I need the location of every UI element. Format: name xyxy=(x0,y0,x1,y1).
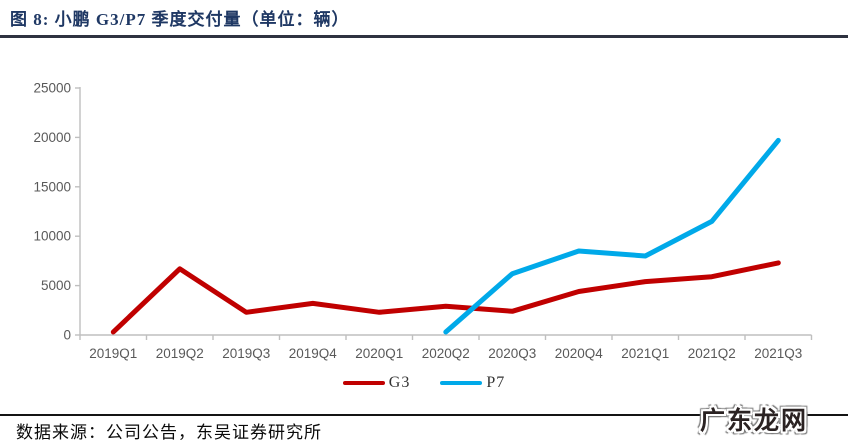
p7-legend-label: P7 xyxy=(486,374,506,391)
g3-legend-label: G3 xyxy=(388,374,411,391)
p7-legend-swatch xyxy=(440,381,483,385)
data-source-note: 数据来源：公司公告，东吴证券研究所 xyxy=(16,423,322,442)
title-divider xyxy=(0,35,848,38)
g3-line xyxy=(110,260,781,335)
x-tick-label: 2021Q1 xyxy=(621,346,669,361)
x-tick-label: 2020Q1 xyxy=(355,346,403,361)
x-tick-label: 2021Q2 xyxy=(688,346,736,361)
legend-item-p7: P7 xyxy=(440,374,505,392)
x-tick-label: 2021Q3 xyxy=(754,346,802,361)
x-tick-label: 2019Q3 xyxy=(222,346,270,361)
y-tick-label: 25000 xyxy=(33,81,71,96)
y-tick-label: 0 xyxy=(63,328,71,343)
watermark: 广东龙网 xyxy=(700,406,809,435)
x-tick-label: 2019Q2 xyxy=(156,346,204,361)
x-tick-label: 2019Q1 xyxy=(89,346,137,361)
x-tick-label: 2019Q4 xyxy=(289,346,338,361)
y-tick-label: 5000 xyxy=(41,278,71,293)
y-tick-label: 15000 xyxy=(33,179,71,194)
delivery-line-chart: 0 5000 10000 15000 20000 25000 2019Q1 2019Q2 201… xyxy=(33,81,813,361)
chart-legend: G3 P7 xyxy=(0,374,848,392)
y-tick-label: 10000 xyxy=(33,229,71,244)
x-tick-label: 2020Q2 xyxy=(422,346,470,361)
x-tick-label: 2020Q4 xyxy=(555,346,604,361)
footer-divider xyxy=(0,414,848,416)
p7-line xyxy=(443,137,781,335)
y-tick-label: 20000 xyxy=(33,130,71,145)
legend-item-g3: G3 xyxy=(342,374,411,392)
figure-title: 图 8: 小鹏 G3/P7 季度交付量（单位：辆） xyxy=(10,10,350,29)
x-tick-label: 2020Q3 xyxy=(488,346,536,361)
g3-legend-swatch xyxy=(342,381,385,385)
